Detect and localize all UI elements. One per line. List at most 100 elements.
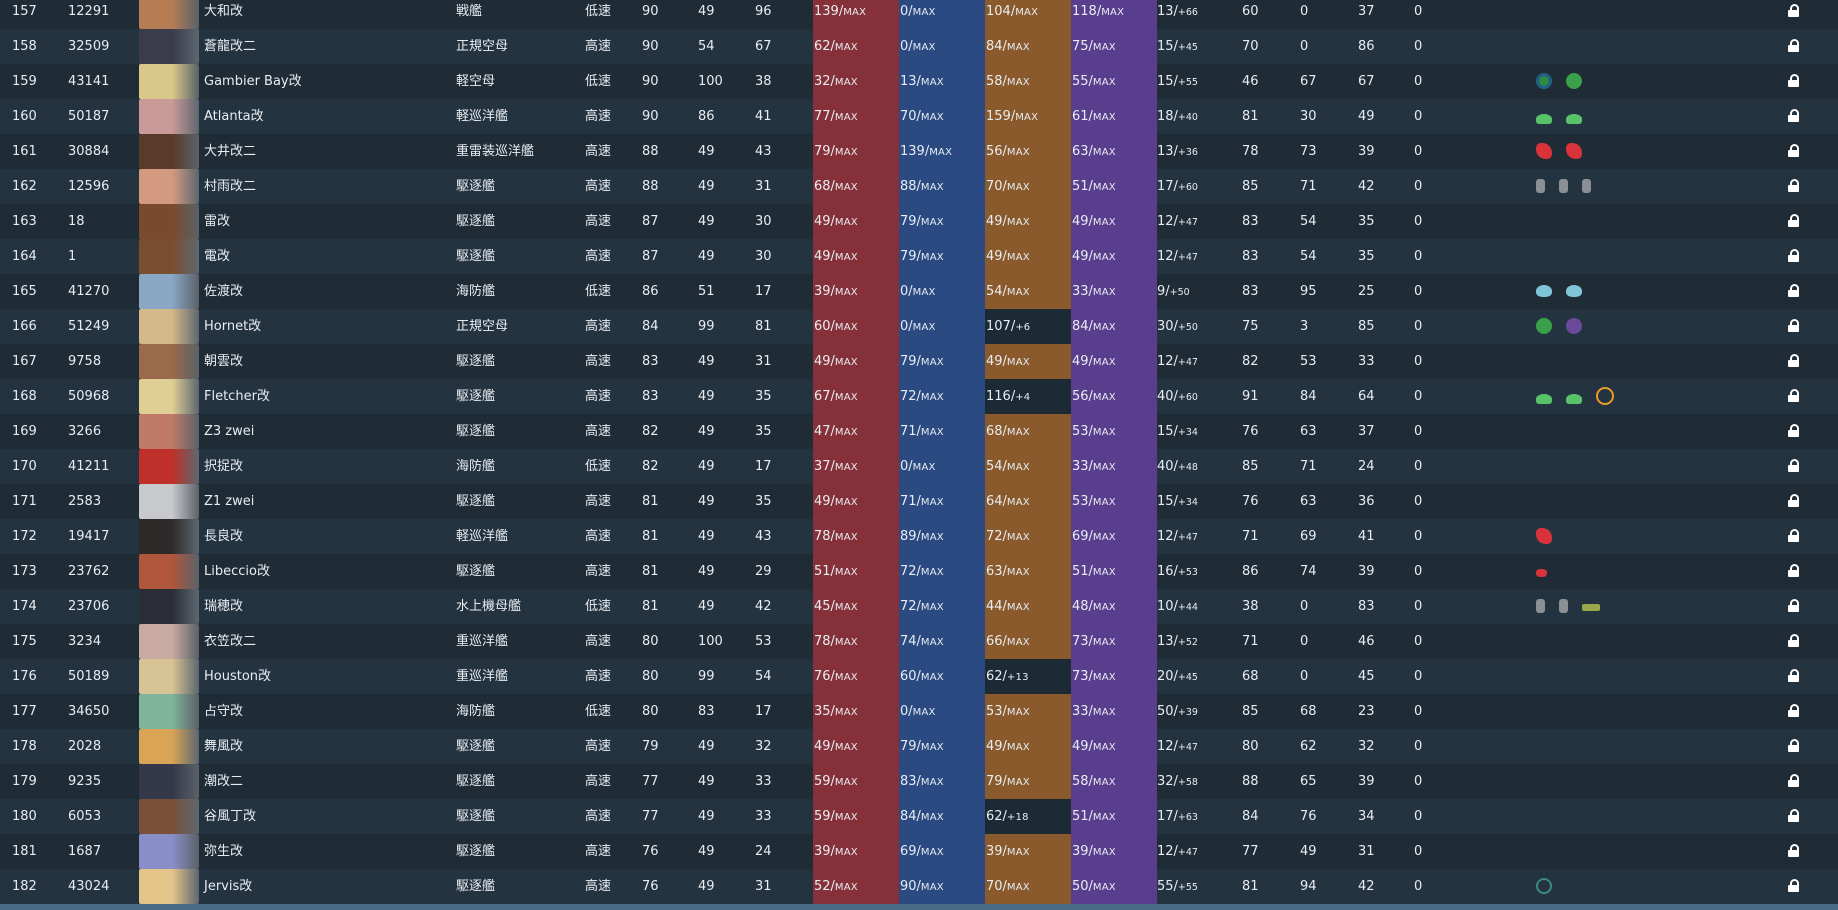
lock-icon[interactable]	[1788, 204, 1802, 239]
hp-stat: 40/+48	[1157, 459, 1198, 474]
lock-icon[interactable]	[1788, 449, 1802, 484]
ship-level: 80	[642, 704, 659, 719]
ship-luck-max: 96	[755, 4, 772, 19]
ship-type: 駆逐艦	[456, 249, 496, 264]
ship-portrait	[139, 414, 199, 449]
drum-canister-icon	[1582, 178, 1591, 193]
table-row[interactable]: 158 32509 蒼龍改二 正規空母 高速 90 54 67 62/MAX 0/MAX 84/MA…	[0, 29, 1838, 64]
evasion-stat: 82	[1242, 354, 1259, 369]
table-row[interactable]: 164 1 電改 駆逐艦 高速 87 49 30 49/MAX 79/MAX 49/MAX 49/MA…	[0, 239, 1838, 274]
ship-speed: 低速	[585, 284, 612, 299]
lock-icon[interactable]	[1788, 29, 1802, 64]
los-stat: 35	[1358, 214, 1375, 229]
equipment-slots	[1536, 239, 1696, 274]
lock-icon[interactable]	[1788, 729, 1802, 764]
asw-stat: 69	[1300, 529, 1317, 544]
lock-icon[interactable]	[1788, 239, 1802, 274]
lock-icon[interactable]	[1788, 309, 1802, 344]
evasion-stat: 85	[1242, 459, 1259, 474]
firepower-stat: 77/MAX	[813, 99, 899, 134]
lock-icon[interactable]	[1788, 274, 1802, 309]
row-index: 180	[12, 809, 37, 824]
torpedo-stat: 0/MAX	[899, 29, 985, 64]
extra-stat: 0	[1414, 879, 1423, 894]
table-row[interactable]: 169 3266 Z3 zwei 駆逐艦 高速 82 49 35 47/MAX 71/MAX 68/…	[0, 414, 1838, 449]
table-row[interactable]: 175 3234 衣笠改二 重巡洋艦 高速 80 100 53 78/MAX 74/MAX 66/M…	[0, 624, 1838, 659]
antiair-stat: 62/+13	[985, 659, 1071, 694]
lock-icon[interactable]	[1788, 659, 1802, 694]
table-row[interactable]: 176 50189 Houston改 重巡洋艦 高速 80 99 54 76/MAX 60/MAX…	[0, 659, 1838, 694]
table-row[interactable]: 166 51249 Hornet改 正規空母 高速 84 99 81 60/MAX 0/MAX 10…	[0, 309, 1838, 344]
lock-icon[interactable]	[1788, 134, 1802, 169]
table-row[interactable]: 167 9758 朝雲改 駆逐艦 高速 83 49 31 49/MAX 79/MAX 49/MAX 4…	[0, 344, 1838, 379]
antiair-stat: 84/MAX	[985, 29, 1071, 64]
table-row[interactable]: 162 12596 村雨改二 駆逐艦 高速 88 49 31 68/MAX 88/MAX 70/MA…	[0, 169, 1838, 204]
table-row[interactable]: 174 23706 瑞穂改 水上機母艦 低速 81 49 42 45/MAX 72/MAX 44/M…	[0, 589, 1838, 624]
table-row[interactable]: 173 23762 Libeccio改 駆逐艦 高速 81 49 29 51/MAX 72/MAX…	[0, 554, 1838, 589]
ship-name: Atlanta改	[204, 109, 264, 124]
horizontal-scrollbar[interactable]	[0, 904, 1838, 910]
ship-luck-max: 35	[755, 494, 772, 509]
lock-icon[interactable]	[1788, 624, 1802, 659]
lock-icon[interactable]	[1788, 554, 1802, 589]
table-row[interactable]: 178 2028 舞風改 駆逐艦 高速 79 49 32 49/MAX 79/MAX 49/MAX 4…	[0, 729, 1838, 764]
table-row[interactable]: 177 34650 占守改 海防艦 低速 80 83 17 35/MAX 0/MAX 53/MAX 3…	[0, 694, 1838, 729]
portrait-image	[139, 239, 199, 274]
table-row[interactable]: 171 2583 Z1 zwei 駆逐艦 高速 81 49 35 49/MAX 71/MAX 64/…	[0, 484, 1838, 519]
main-gun-icon	[1536, 142, 1552, 159]
table-row[interactable]: 160 50187 Atlanta改 軽巡洋艦 高速 90 86 41 77/MAX 70/MAX…	[0, 99, 1838, 134]
ship-speed: 高速	[585, 669, 612, 684]
table-row[interactable]: 182 43024 Jervis改 駆逐艦 高速 76 49 31 52/MAX 90/MAX 70…	[0, 869, 1838, 904]
table-row[interactable]: 163 18 雷改 駆逐艦 高速 87 49 30 49/MAX 79/MAX 49/MAX 49/M…	[0, 204, 1838, 239]
lock-icon[interactable]	[1788, 379, 1802, 414]
ship-id: 2028	[68, 739, 102, 754]
table-row[interactable]: 170 41211 択捉改 海防艦 低速 82 49 17 37/MAX 0/MAX 54/MAX 3…	[0, 449, 1838, 484]
lock-icon[interactable]	[1788, 764, 1802, 799]
table-row[interactable]: 180 6053 谷風丁改 駆逐艦 高速 77 49 33 59/MAX 84/MAX 62/+18…	[0, 799, 1838, 834]
table-row[interactable]: 172 19417 長良改 軽巡洋艦 高速 81 49 43 78/MAX 89/MAX 72/MA…	[0, 519, 1838, 554]
aa-gun-icon	[1536, 393, 1552, 404]
lock-icon[interactable]	[1788, 799, 1802, 834]
asw-stat: 73	[1300, 144, 1317, 159]
ship-type: 海防艦	[456, 704, 496, 719]
lock-icon[interactable]	[1788, 834, 1802, 869]
drum-canister-icon	[1536, 598, 1545, 613]
equipment-slots	[1536, 379, 1696, 414]
lock-icon[interactable]	[1788, 344, 1802, 379]
hp-stat: 15/+34	[1157, 424, 1198, 439]
lock-icon[interactable]	[1788, 484, 1802, 519]
torpedo-stat: 79/MAX	[899, 344, 985, 379]
portrait-image	[139, 694, 199, 729]
equipment-slots	[1536, 64, 1696, 99]
ship-speed: 低速	[585, 74, 612, 89]
table-row[interactable]: 179 9235 潮改二 駆逐艦 高速 77 49 33 59/MAX 83/MAX 79/MAX 5…	[0, 764, 1838, 799]
ship-name: Z1 zwei	[204, 494, 255, 509]
lock-icon[interactable]	[1788, 0, 1802, 29]
firepower-stat: 47/MAX	[813, 414, 899, 449]
antiair-stat: 66/MAX	[985, 624, 1071, 659]
table-row[interactable]: 165 41270 佐渡改 海防艦 低速 86 51 17 39/MAX 0/MAX 54/MAX 3…	[0, 274, 1838, 309]
lock-icon[interactable]	[1788, 169, 1802, 204]
ship-portrait	[139, 29, 199, 64]
ship-luck-max: 35	[755, 389, 772, 404]
lock-icon[interactable]	[1788, 99, 1802, 134]
lock-icon[interactable]	[1788, 414, 1802, 449]
lock-icon[interactable]	[1788, 589, 1802, 624]
table-row[interactable]: 159 43141 Gambier Bay改 軽空母 低速 90 100 38 32/MAX 13…	[0, 64, 1838, 99]
ship-type: 駆逐艦	[456, 179, 496, 194]
table-row[interactable]: 181 1687 弥生改 駆逐艦 高速 76 49 24 39/MAX 69/MAX 39/MAX 3…	[0, 834, 1838, 869]
ship-name: 瑞穂改	[204, 599, 244, 614]
lock-icon[interactable]	[1788, 694, 1802, 729]
table-row[interactable]: 157 12291 大和改 戦艦 低速 90 49 96 139/MAX 0/MAX 104/MAX…	[0, 0, 1838, 29]
lock-icon[interactable]	[1788, 869, 1802, 904]
table-row[interactable]: 168 50968 Fletcher改 駆逐艦 高速 83 49 35 67/MAX 72/MAX…	[0, 379, 1838, 414]
table-row[interactable]: 161 30884 大井改二 重雷装巡洋艦 高速 88 49 43 79/MAX 139/MAX 5…	[0, 134, 1838, 169]
lock-icon[interactable]	[1788, 64, 1802, 99]
portrait-image	[139, 834, 199, 869]
portrait-image	[139, 764, 199, 799]
equipment-slots	[1536, 414, 1696, 449]
lock-icon[interactable]	[1788, 519, 1802, 554]
ship-portrait	[139, 0, 199, 29]
extra-stat: 0	[1414, 249, 1423, 264]
